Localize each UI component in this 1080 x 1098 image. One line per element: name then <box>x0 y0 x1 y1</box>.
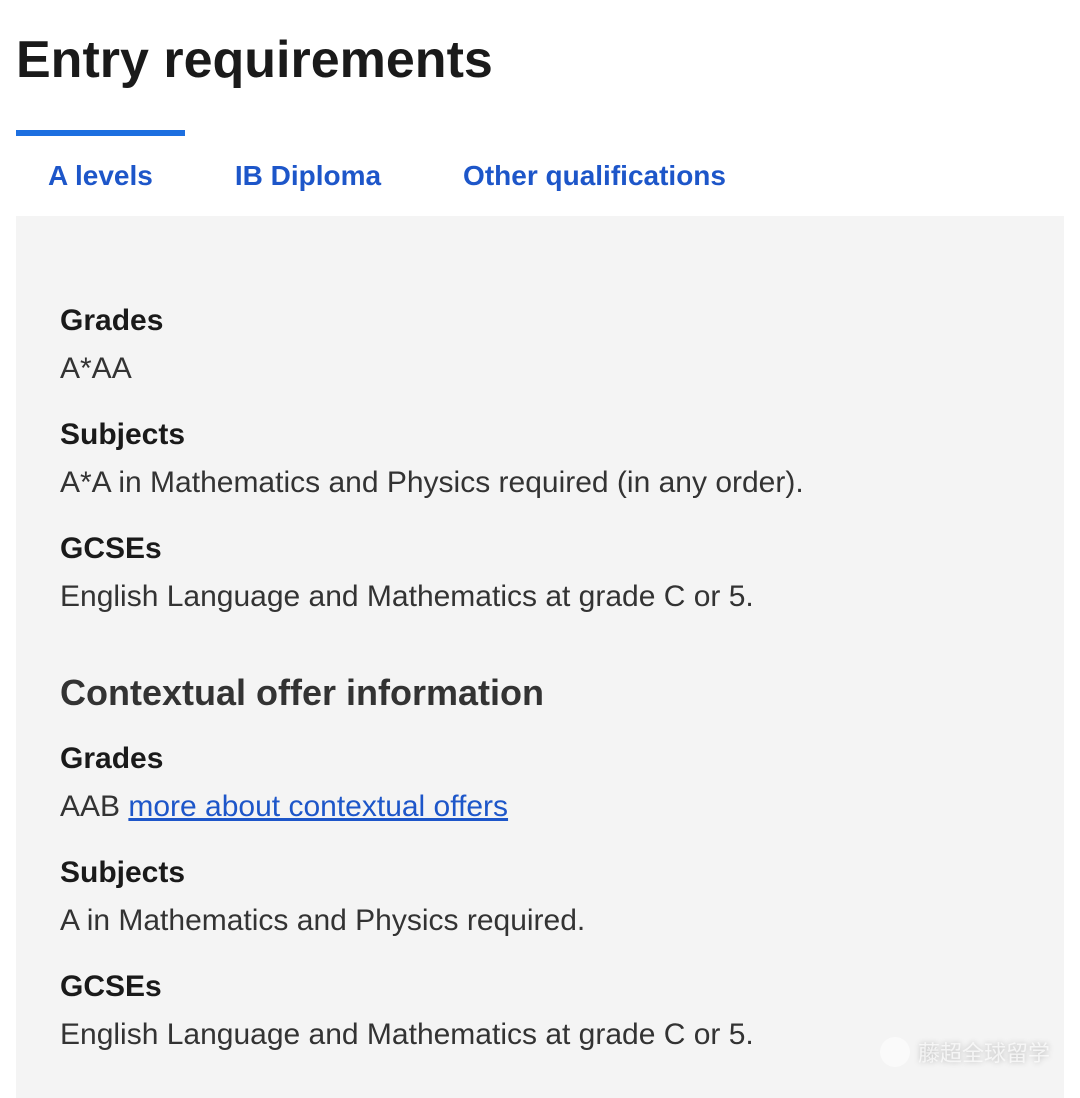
tab-panel-a-levels: Grades A*AA Subjects A*A in Mathematics … <box>16 216 1064 1098</box>
tab-a-levels[interactable]: A levels <box>16 130 185 216</box>
contextual-offers-link[interactable]: more about contextual offers <box>128 790 508 823</box>
contextual-gcses-value: English Language and Mathematics at grad… <box>60 1014 1020 1056</box>
subjects-value: A*A in Mathematics and Physics required … <box>60 462 1020 504</box>
tab-other-qualifications[interactable]: Other qualifications <box>431 130 758 216</box>
contextual-grades-text: AAB <box>60 790 120 823</box>
contextual-grades-label: Grades <box>60 742 1020 776</box>
contextual-gcses-label: GCSEs <box>60 970 1020 1004</box>
grades-label: Grades <box>60 304 1020 338</box>
contextual-subjects-label: Subjects <box>60 856 1020 890</box>
grades-value: A*AA <box>60 348 1020 390</box>
contextual-grades-value: AAB more about contextual offers <box>60 786 1020 828</box>
tabs: A levels IB Diploma Other qualifications <box>16 130 1064 216</box>
tab-ib-diploma[interactable]: IB Diploma <box>203 130 413 216</box>
contextual-heading: Contextual offer information <box>60 672 1020 714</box>
subjects-label: Subjects <box>60 418 1020 452</box>
contextual-subjects-value: A in Mathematics and Physics required. <box>60 900 1020 942</box>
gcses-value: English Language and Mathematics at grad… <box>60 576 1020 618</box>
gcses-label: GCSEs <box>60 532 1020 566</box>
page-title: Entry requirements <box>16 30 1064 90</box>
